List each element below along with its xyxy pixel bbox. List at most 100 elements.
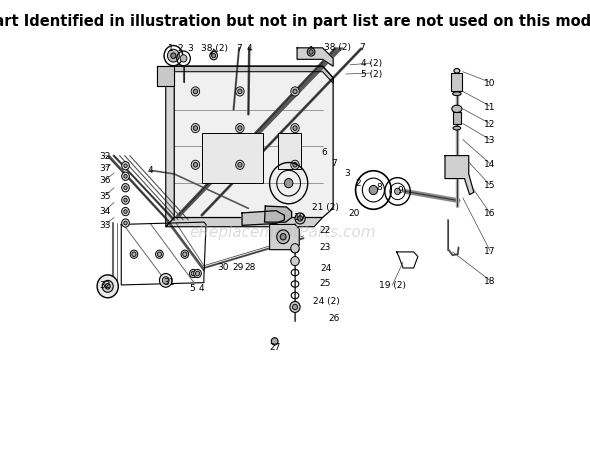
Circle shape [293, 163, 297, 168]
Circle shape [124, 199, 127, 202]
Text: 5: 5 [189, 283, 195, 292]
Bar [453, 112, 461, 125]
Circle shape [156, 251, 163, 259]
Circle shape [181, 251, 189, 259]
Circle shape [158, 252, 162, 257]
Circle shape [122, 219, 129, 228]
Circle shape [124, 210, 127, 214]
Circle shape [122, 173, 129, 181]
Text: 21 (2): 21 (2) [312, 203, 339, 212]
Text: 32: 32 [100, 280, 111, 289]
Circle shape [195, 272, 199, 276]
Text: 32: 32 [100, 152, 111, 161]
Circle shape [132, 252, 136, 257]
Circle shape [271, 338, 278, 345]
Text: 23: 23 [319, 242, 330, 252]
Circle shape [277, 230, 290, 244]
Text: 34: 34 [100, 207, 111, 216]
Polygon shape [166, 67, 174, 227]
Circle shape [238, 127, 242, 131]
Text: 29: 29 [232, 263, 244, 272]
Circle shape [290, 302, 300, 313]
Circle shape [238, 90, 242, 95]
Text: 14: 14 [484, 160, 496, 168]
Circle shape [124, 222, 127, 225]
Ellipse shape [453, 127, 461, 131]
Text: 7: 7 [359, 43, 365, 52]
Text: 37: 37 [100, 163, 111, 172]
Circle shape [194, 270, 201, 278]
Circle shape [124, 186, 127, 190]
Circle shape [102, 281, 113, 293]
Circle shape [97, 275, 119, 298]
Bar [451, 74, 463, 92]
Circle shape [238, 163, 242, 168]
Circle shape [297, 216, 303, 222]
Polygon shape [270, 225, 299, 250]
Circle shape [284, 179, 293, 188]
Text: 35: 35 [100, 191, 111, 201]
Text: 38 (2): 38 (2) [201, 44, 228, 53]
Text: 6: 6 [321, 147, 327, 156]
Text: 7: 7 [332, 159, 337, 168]
Text: 36: 36 [100, 176, 111, 185]
Polygon shape [264, 207, 291, 223]
Circle shape [124, 175, 127, 179]
Text: 8: 8 [377, 182, 383, 191]
Circle shape [162, 277, 169, 285]
Circle shape [194, 127, 198, 131]
Circle shape [168, 50, 179, 63]
Text: 17: 17 [484, 246, 496, 256]
Polygon shape [242, 211, 284, 226]
Circle shape [293, 127, 297, 131]
Text: 4: 4 [247, 44, 252, 53]
Ellipse shape [452, 106, 462, 113]
Circle shape [295, 213, 305, 224]
Circle shape [122, 208, 129, 216]
Polygon shape [158, 67, 174, 87]
Circle shape [191, 272, 195, 276]
Circle shape [395, 189, 401, 195]
Text: 3: 3 [188, 44, 193, 53]
Circle shape [309, 50, 313, 55]
Text: 10: 10 [484, 78, 496, 88]
Circle shape [105, 284, 110, 290]
Text: 13: 13 [484, 136, 496, 145]
Text: 38 (2): 38 (2) [324, 43, 351, 52]
Text: 16: 16 [484, 209, 496, 218]
Text: 31: 31 [163, 278, 175, 286]
Polygon shape [297, 49, 333, 67]
Polygon shape [445, 156, 474, 195]
Circle shape [130, 251, 138, 259]
Text: 1: 1 [168, 44, 174, 53]
Text: 5 (2): 5 (2) [360, 69, 382, 78]
Circle shape [191, 161, 199, 170]
Circle shape [122, 196, 129, 205]
Text: 24: 24 [321, 264, 332, 273]
Circle shape [235, 161, 244, 170]
Text: 28: 28 [245, 263, 256, 272]
Circle shape [171, 54, 176, 59]
Circle shape [122, 184, 129, 192]
Text: Part Identified in illustration but not in part list are not used on this model: Part Identified in illustration but not … [0, 14, 590, 29]
Text: 4 (2): 4 (2) [360, 59, 382, 68]
Text: 11: 11 [484, 102, 496, 112]
Bar [278, 134, 301, 170]
Circle shape [235, 124, 244, 134]
Text: 2: 2 [178, 44, 183, 53]
Text: 20: 20 [349, 208, 360, 218]
Circle shape [280, 234, 286, 241]
Circle shape [293, 305, 297, 310]
Circle shape [194, 163, 198, 168]
Text: 27: 27 [269, 342, 280, 352]
Circle shape [212, 54, 216, 59]
Polygon shape [174, 67, 333, 84]
Text: 12: 12 [484, 120, 496, 129]
Text: 22: 22 [319, 226, 330, 235]
Text: 26: 26 [329, 313, 340, 322]
Text: 2: 2 [356, 179, 361, 187]
Text: 15: 15 [484, 181, 496, 190]
Text: 30: 30 [217, 263, 229, 272]
Text: 7: 7 [236, 44, 242, 53]
Text: 19 (2): 19 (2) [379, 281, 406, 290]
